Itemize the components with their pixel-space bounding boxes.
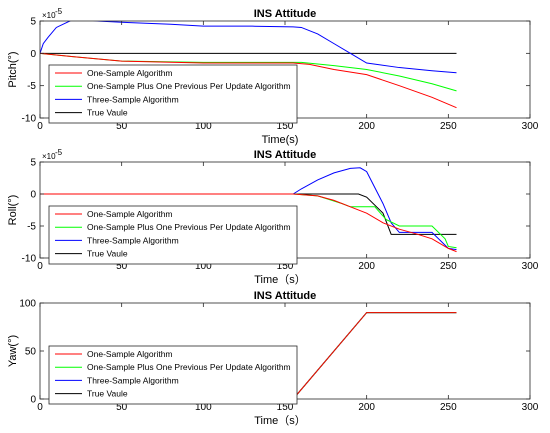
x-tick-label: 0 <box>37 121 43 132</box>
chart-title: INS Attitude <box>254 149 317 161</box>
series-line-one-sample-algorithm <box>40 193 457 253</box>
y-axis-label: Yaw(°) <box>7 335 19 367</box>
legend-label: Three-Sample Algorithm <box>87 235 179 245</box>
y-tick-label: 0 <box>30 49 36 60</box>
chart-title: INS Attitude <box>254 8 317 20</box>
x-tick-label: 150 <box>277 261 294 272</box>
x-tick-label: 200 <box>358 402 375 413</box>
x-tick-label: 100 <box>195 261 212 272</box>
series-line-true-vaule <box>292 312 457 399</box>
series-lines <box>40 21 457 109</box>
x-tick-label: 200 <box>358 121 375 132</box>
series-lines <box>292 312 457 399</box>
x-tick-label: 300 <box>522 261 539 272</box>
y-exponent-base: ×10 <box>42 152 56 161</box>
y-tick-label: -10 <box>22 254 37 265</box>
series-lines <box>40 167 457 253</box>
y-tick-label: -5 <box>27 222 36 233</box>
legend-label: One-Sample Algorithm <box>87 349 173 359</box>
y-tick-label: -10 <box>22 114 37 125</box>
x-tick-label: 250 <box>440 261 457 272</box>
legend-label: Three-Sample Algorithm <box>87 375 179 385</box>
y-exponent-label: ×10 -5 <box>42 7 63 20</box>
x-tick-label: 150 <box>277 121 294 132</box>
x-tick-label: 50 <box>116 402 128 413</box>
series-line-true-vaule <box>40 193 457 235</box>
y-tick-label: 0 <box>30 190 36 201</box>
legend-label: One-Sample Plus One Previous Per Update … <box>87 362 291 372</box>
x-tick-label: 250 <box>440 402 457 413</box>
y-exponent-base: ×10 <box>42 11 56 20</box>
y-tick-label: 0 <box>30 395 36 406</box>
legend-label: True Vaule <box>87 389 128 399</box>
legend-label: Three-Sample Algorithm <box>87 94 179 104</box>
x-tick-label: 100 <box>195 121 212 132</box>
series-line-one-sample-algorithm <box>292 312 457 399</box>
y-tick-label: 5 <box>30 17 36 28</box>
legend-label: One-Sample Algorithm <box>87 68 173 78</box>
series-line-three-sample-algorithm <box>40 21 457 74</box>
legend-box <box>48 205 298 265</box>
x-tick-label: 50 <box>116 261 128 272</box>
x-tick-label: 50 <box>116 121 128 132</box>
legend-label: One-Sample Plus One Previous Per Update … <box>87 222 291 232</box>
legend: One-Sample Algorithm One-Sample Plus One … <box>48 345 298 405</box>
x-axis-label: Time（s） <box>254 273 306 286</box>
legend-label: True Vaule <box>87 249 128 259</box>
y-exponent-power: -5 <box>55 7 63 16</box>
x-tick-label: 250 <box>440 121 457 132</box>
x-tick-label: 0 <box>37 261 43 272</box>
legend-box <box>48 345 298 405</box>
legend-label: One-Sample Plus One Previous Per Update … <box>87 81 291 91</box>
x-axis-label: Time(s) <box>262 134 299 146</box>
legend-label: One-Sample Algorithm <box>87 209 173 219</box>
x-tick-label: 300 <box>522 402 539 413</box>
x-axis-label: Time（s） <box>254 414 306 427</box>
chart-title: INS Attitude <box>254 290 317 302</box>
series-line-three-sample-algorithm <box>40 167 457 251</box>
y-exponent-power: -5 <box>55 148 63 157</box>
x-tick-label: 300 <box>522 121 539 132</box>
x-tick-label: 200 <box>358 261 375 272</box>
y-tick-label: 5 <box>30 158 36 169</box>
series-line-one-sample-algorithm <box>40 52 457 109</box>
series-line-one-sample-plus-one-previous-per-update-algorithm <box>292 312 457 399</box>
x-tick-label: 150 <box>277 402 294 413</box>
legend-box <box>48 64 298 124</box>
x-tick-label: 100 <box>195 402 212 413</box>
legend: One-Sample Algorithm One-Sample Plus One … <box>48 205 298 265</box>
series-line-three-sample-algorithm <box>292 312 457 399</box>
y-tick-label: -5 <box>27 81 36 92</box>
legend-label: True Vaule <box>87 108 128 118</box>
chart-panel-3: 0 50 100 150 200 250 300 100 50 0 INS Attitude Time… <box>7 290 539 427</box>
y-tick-label: 100 <box>19 299 36 310</box>
legend: One-Sample Algorithm One-Sample Plus One … <box>48 64 298 124</box>
y-axis-label: Pitch(°) <box>7 51 19 87</box>
y-exponent-label: ×10 -5 <box>42 148 63 161</box>
x-tick-label: 0 <box>37 402 43 413</box>
y-tick-label: 50 <box>25 347 37 358</box>
y-axis-label: Roll(°) <box>7 195 19 226</box>
